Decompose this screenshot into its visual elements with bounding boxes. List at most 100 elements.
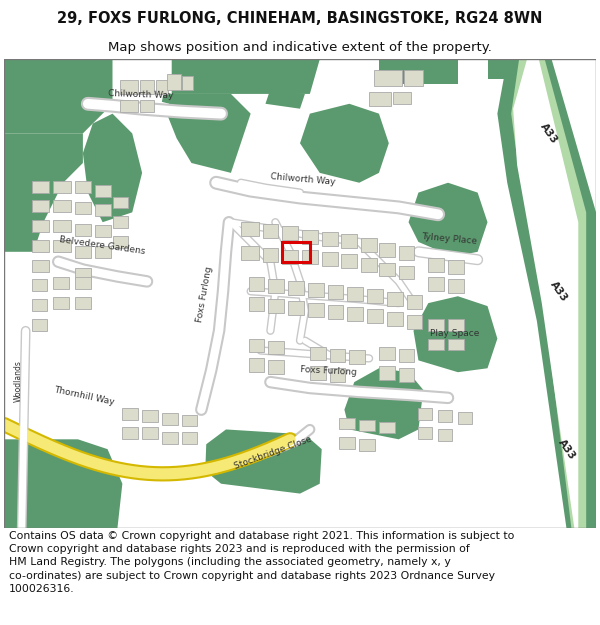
Bar	[75, 246, 91, 258]
Bar	[428, 339, 444, 351]
Polygon shape	[167, 94, 251, 173]
Bar	[167, 74, 181, 90]
Bar	[418, 408, 432, 419]
Bar	[428, 319, 444, 331]
Bar	[361, 238, 377, 252]
Bar	[379, 243, 395, 257]
Bar	[53, 278, 69, 289]
Bar	[241, 246, 259, 260]
Bar	[329, 349, 346, 362]
Polygon shape	[162, 92, 179, 106]
Bar	[248, 278, 265, 291]
Polygon shape	[413, 296, 497, 372]
Polygon shape	[300, 104, 389, 182]
Text: Foxs Furlong: Foxs Furlong	[196, 266, 214, 323]
Text: Chilworth Way: Chilworth Way	[107, 89, 173, 100]
Bar	[428, 278, 444, 291]
Bar	[302, 230, 318, 244]
Bar	[113, 216, 128, 228]
Bar	[310, 346, 326, 361]
Bar	[310, 366, 326, 380]
Bar	[182, 414, 197, 426]
Bar	[328, 286, 343, 299]
Polygon shape	[409, 182, 488, 257]
Polygon shape	[4, 439, 122, 528]
Bar	[182, 76, 193, 90]
Bar	[398, 368, 415, 382]
Bar	[156, 80, 168, 94]
Bar	[75, 298, 91, 309]
Bar	[268, 279, 284, 293]
Text: Foxs Furlong: Foxs Furlong	[300, 365, 357, 377]
Bar	[288, 281, 304, 295]
Polygon shape	[513, 59, 578, 528]
Bar	[32, 201, 49, 212]
Bar	[75, 224, 91, 236]
Bar	[367, 289, 383, 303]
Bar	[398, 349, 415, 362]
Bar	[122, 408, 138, 419]
Bar	[53, 181, 71, 192]
Bar	[347, 288, 363, 301]
Bar	[448, 319, 464, 331]
Bar	[379, 366, 395, 380]
Bar	[359, 439, 375, 451]
Bar	[361, 258, 377, 271]
Polygon shape	[497, 59, 596, 528]
Polygon shape	[83, 114, 142, 222]
Text: Stockbridge Close: Stockbridge Close	[233, 434, 313, 471]
Bar	[340, 438, 355, 449]
Bar	[32, 299, 47, 311]
Bar	[407, 315, 422, 329]
Bar	[268, 341, 284, 354]
Bar	[438, 410, 452, 421]
Bar	[32, 220, 49, 232]
Text: Woodlands: Woodlands	[14, 360, 23, 402]
Bar	[53, 201, 71, 212]
Bar	[308, 283, 323, 298]
Bar	[359, 419, 375, 431]
Bar	[32, 260, 49, 271]
Text: 29, FOXS FURLONG, CHINEHAM, BASINGSTOKE, RG24 8WN: 29, FOXS FURLONG, CHINEHAM, BASINGSTOKE,…	[58, 11, 542, 26]
Bar	[75, 278, 91, 289]
Polygon shape	[4, 59, 113, 133]
Polygon shape	[488, 59, 507, 79]
Bar	[349, 351, 365, 364]
Bar	[341, 254, 357, 268]
Bar	[340, 418, 355, 429]
Bar	[121, 80, 138, 94]
Bar	[263, 224, 278, 238]
Bar	[241, 222, 259, 236]
Text: A33: A33	[538, 121, 559, 146]
Bar	[302, 250, 318, 264]
Bar	[95, 246, 110, 258]
Bar	[140, 100, 154, 112]
Bar	[32, 319, 47, 331]
Text: Map shows position and indicative extent of the property.: Map shows position and indicative extent…	[108, 41, 492, 54]
Bar	[32, 240, 49, 252]
Bar	[458, 412, 472, 424]
Polygon shape	[205, 429, 322, 494]
Text: A33: A33	[548, 279, 569, 303]
Bar	[95, 204, 110, 216]
Bar	[379, 262, 395, 276]
Polygon shape	[511, 59, 586, 528]
Text: Thornhill Way: Thornhill Way	[53, 385, 115, 407]
Bar	[438, 429, 452, 441]
Polygon shape	[379, 59, 458, 84]
Text: A33: A33	[556, 437, 577, 461]
Bar	[182, 432, 197, 444]
Bar	[374, 70, 401, 86]
Bar	[75, 202, 91, 214]
Bar	[387, 292, 403, 306]
Bar	[162, 412, 178, 424]
Bar	[308, 303, 323, 317]
Bar	[418, 428, 432, 439]
Bar	[448, 260, 464, 274]
Bar	[407, 295, 422, 309]
Bar	[248, 358, 265, 372]
Bar	[32, 181, 49, 192]
Bar	[53, 240, 71, 252]
Bar	[248, 339, 265, 352]
Bar	[142, 428, 158, 439]
